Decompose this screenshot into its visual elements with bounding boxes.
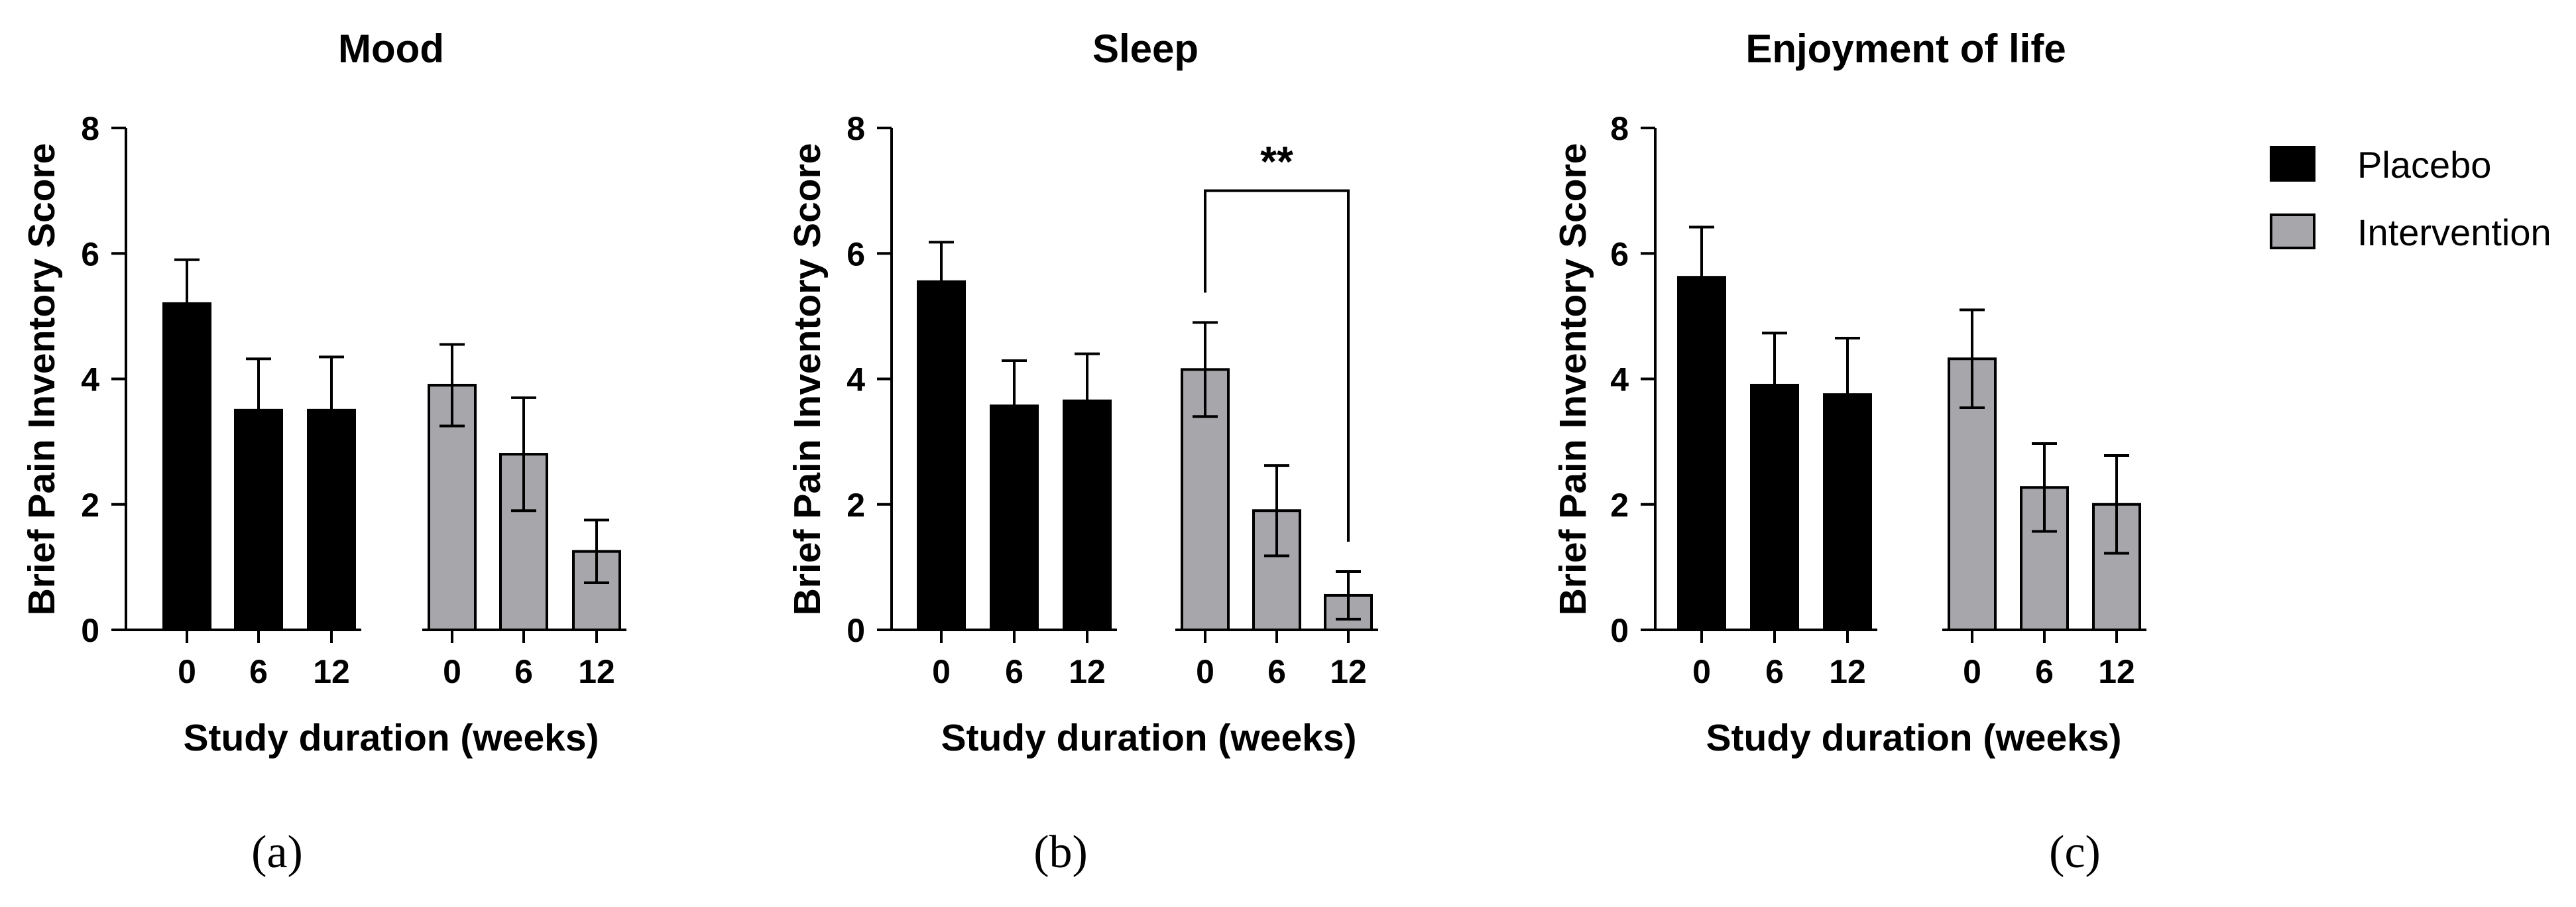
panel-b-x-tick-label: 12 [1069,653,1106,690]
panel-b: Sleep Brief Pain Inventory Score Study d… [786,27,1378,878]
panel-a-x-tick-label: 12 [578,653,615,690]
panel-c-y-tick-label: 6 [1610,235,1629,272]
panel-c-x-tick-label: 6 [2035,653,2054,690]
panel-c-y-tick-label: 4 [1610,361,1629,398]
panel-b-bar-placebo-0 [917,280,966,631]
panel-c-x-tick-label: 12 [1829,653,1866,690]
panel-c-plot: 0 2 4 6 8 0 6 12 0 6 12 [1610,110,2146,690]
panel-b-x-tick-label: 12 [1330,653,1367,690]
panel-b-significance-bracket [1204,189,1350,542]
panel-a-x-tick-label: 12 [313,653,350,690]
legend-swatch-intervention [2270,213,2315,249]
panel-a-bar-placebo-0 [162,302,211,631]
panel-c: Enjoyment of life Brief Pain Inventory S… [1552,27,2146,878]
panel-b-y-tick-label: 6 [847,235,865,272]
panel-a-label: (a) [251,827,303,878]
panel-b-label: (b) [1033,827,1088,878]
legend-label-intervention: Intervention [2357,212,2551,253]
panel-b-x-tick-label: 6 [1005,653,1024,690]
panel-a-y-tick-label: 0 [81,612,99,649]
panel-a-title: Mood [338,27,444,71]
panel-c-x-tick-label: 12 [2098,653,2135,690]
panel-b-significance-label: ** [1260,138,1293,186]
legend-swatch-placebo [2270,146,2315,182]
panel-c-x-tick-label: 0 [1692,653,1711,690]
panel-c-label: (c) [2049,827,2101,878]
panel-b-title: Sleep [1092,27,1199,71]
panel-a-x-tick-label: 0 [178,653,196,690]
panel-b-y-tick-label: 0 [847,612,865,649]
panel-a-x-axis-label: Study duration (weeks) [183,717,599,759]
panel-a-y-tick-label: 4 [81,361,99,398]
panel-a-y-tick-label: 6 [81,235,99,272]
panel-c-y-axis-label: Brief Pain Inventory Score [1552,143,1594,616]
panel-a: Mood Brief Pain Inventory Score Study du… [21,27,626,878]
panel-c-y-tick-label: 0 [1610,612,1629,649]
panel-a-x-tick-label: 6 [249,653,268,690]
panel-c-x-tick-label: 6 [1765,653,1784,690]
panel-b-y-tick-label: 2 [847,487,865,524]
panel-b-x-tick-label: 6 [1267,653,1286,690]
panel-c-title: Enjoyment of life [1745,27,2066,71]
panel-b-x-tick-label: 0 [932,653,951,690]
panel-c-x-axis-label: Study duration (weeks) [1706,717,2121,759]
panel-a-y-tick-label: 8 [81,110,99,147]
panel-a-y-axis-label: Brief Pain Inventory Score [21,143,63,616]
panel-b-y-tick-label: 4 [847,361,865,398]
panel-b-x-tick-label: 0 [1196,653,1214,690]
legend: Placebo Intervention [2270,144,2551,253]
panel-b-plot: 0 2 4 6 8 0 6 12 0 6 12 ** [847,110,1378,690]
panel-b-x-axis-label: Study duration (weeks) [941,717,1356,759]
panel-b-y-tick-label: 8 [847,110,865,147]
panel-c-bar-placebo-0 [1677,276,1726,631]
legend-label-placebo: Placebo [2357,144,2491,186]
panel-a-y-tick-label: 2 [81,487,99,524]
panel-c-x-tick-label: 0 [1963,653,1981,690]
panel-a-x-tick-label: 0 [443,653,461,690]
panel-a-plot: 0 2 4 6 8 0 6 12 0 6 12 [81,110,626,690]
panel-c-y-tick-label: 8 [1610,110,1629,147]
panel-b-y-axis-label: Brief Pain Inventory Score [786,143,829,616]
panel-a-x-tick-label: 6 [514,653,533,690]
panel-c-y-tick-label: 2 [1610,487,1629,524]
